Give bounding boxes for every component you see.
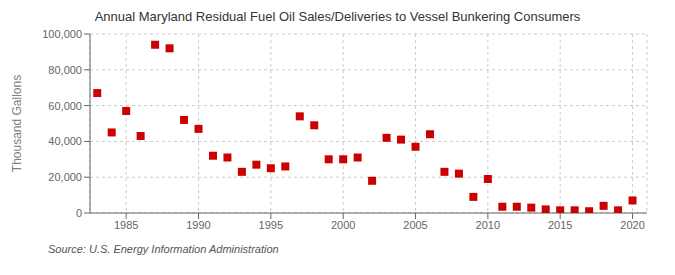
svg-text:20,000: 20,000	[48, 171, 82, 183]
html-text:Source: U.S. Energy Informatio: Source: U.S. Energy Information Administ…	[48, 243, 279, 255]
svg-text:40,000: 40,000	[48, 135, 82, 147]
svg-text:1995: 1995	[259, 219, 283, 231]
svg-text:2010: 2010	[476, 219, 500, 231]
svg-text:100,000: 100,000	[42, 28, 82, 40]
svg-text:Thousand Gallons: Thousand Gallons	[10, 75, 24, 172]
svg-text:2000: 2000	[331, 219, 355, 231]
svg-text:1990: 1990	[186, 219, 210, 231]
svg-text:2005: 2005	[403, 219, 427, 231]
svg-text:0: 0	[76, 207, 82, 219]
svg-text:2015: 2015	[548, 219, 572, 231]
svg-text:80,000: 80,000	[48, 64, 82, 76]
svg-text:1985: 1985	[114, 219, 138, 231]
svg-text:60,000: 60,000	[48, 100, 82, 112]
svg-text:2020: 2020	[620, 219, 644, 231]
html-text:Annual Maryland Residual Fuel: Annual Maryland Residual Fuel Oil Sales/…	[94, 9, 581, 24]
